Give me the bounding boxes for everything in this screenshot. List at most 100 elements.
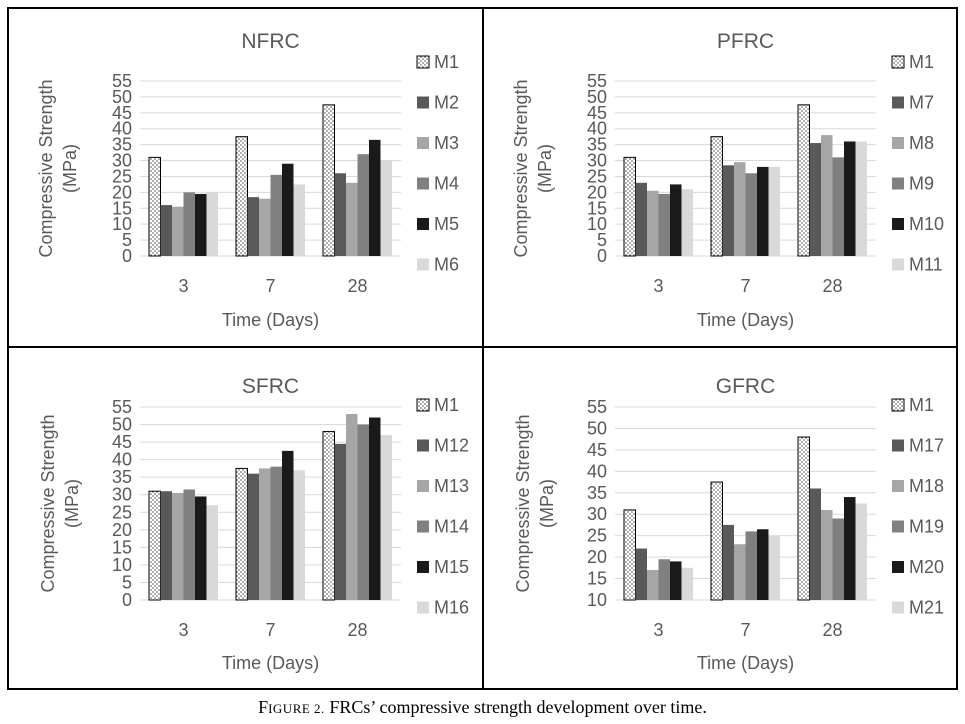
y-tick-label: 50 (587, 87, 607, 107)
y-tick-label: 0 (122, 246, 132, 266)
legend-label: M14 (434, 517, 469, 537)
legend-item-m16: M16 (417, 598, 469, 618)
bar-m5-day-3 (195, 193, 207, 256)
bar-m1-day-28 (322, 104, 335, 257)
bar-m1-day-3 (623, 156, 636, 257)
x-axis-label: Time (Days) (697, 653, 794, 673)
x-tick-label: 28 (822, 276, 842, 296)
x-tick-label: 7 (740, 276, 750, 296)
bar-m1-day-7 (235, 136, 248, 257)
y-tick-label: 30 (587, 504, 607, 524)
bar-m9-day-7 (745, 173, 757, 256)
bar-m12-day-28 (334, 443, 346, 600)
y-tick-label: 55 (112, 397, 132, 417)
legend-label: M13 (434, 476, 469, 496)
legend-label: M1 (434, 52, 459, 72)
y-tick-label: 0 (122, 590, 132, 610)
legend-label: M12 (434, 436, 469, 456)
y-tick-label: 25 (112, 502, 132, 522)
bar-m18-day-28 (821, 509, 833, 600)
bar-m1-day-3 (148, 490, 161, 601)
legend-label: M11 (909, 255, 943, 275)
legend-swatch (891, 398, 905, 412)
legend-label: M9 (909, 174, 934, 194)
y-tick-label: 10 (587, 214, 607, 234)
y-axis-label-line: (MPa) (62, 479, 82, 528)
legend-swatch (417, 480, 429, 492)
bar-m15-day-3 (195, 496, 207, 600)
y-tick-label: 40 (112, 119, 132, 139)
caption-label-rest: IGURE 2. (268, 701, 325, 716)
bar-m2-day-7 (247, 197, 259, 256)
bar-m1-day-28 (797, 104, 810, 257)
legend-label: M1 (909, 395, 934, 415)
y-tick-label: 25 (587, 526, 607, 546)
chart-title: NFRC (241, 30, 299, 53)
y-axis-label: Compressive Strength (MPa) (36, 79, 80, 257)
caption-text: FRCs’ compressive strength development o… (324, 697, 707, 717)
legend-swatch (417, 439, 429, 452)
y-tick-label: 15 (587, 569, 607, 589)
legend-item-m2: M2 (417, 93, 459, 113)
bar-m16-day-28 (380, 435, 392, 600)
legend-label: M7 (909, 93, 934, 113)
bar-m17-day-7 (722, 524, 734, 600)
legend-label: M5 (434, 214, 459, 234)
bar-m7-day-7 (722, 165, 734, 256)
bar-m16-day-7 (293, 470, 305, 600)
legend-swatch (416, 398, 430, 412)
y-tick-label: 10 (112, 214, 132, 234)
y-tick-label: 35 (112, 135, 132, 155)
bar-m12-day-3 (160, 491, 172, 600)
y-tick-label: 45 (587, 440, 607, 460)
y-axis-label-line: (MPa) (537, 479, 557, 528)
bar-m4-day-28 (357, 154, 369, 256)
legend-item-m19: M19 (892, 517, 944, 537)
x-axis-label: Time (Days) (222, 653, 319, 673)
y-tick-label: 55 (587, 397, 607, 417)
bar-m1-day-3 (148, 156, 161, 257)
chart-title: GFRC (716, 375, 776, 398)
legend-label: M20 (909, 557, 944, 577)
legend-swatch (417, 601, 429, 614)
y-tick-label: 40 (112, 450, 132, 470)
bar-m11-day-28 (855, 141, 867, 256)
caption-label: FIGURE 2. (258, 697, 325, 717)
bar-m2-day-28 (334, 173, 346, 256)
legend-swatch (417, 137, 429, 149)
bar-m8-day-3 (647, 190, 659, 256)
legend-item-m8: M8 (892, 133, 934, 153)
bar-m5-day-28 (369, 139, 381, 256)
bar-m2-day-3 (160, 205, 172, 256)
legend-item-m3: M3 (417, 133, 459, 153)
y-tick-label: 40 (587, 461, 607, 481)
y-tick-label: 30 (112, 485, 132, 505)
bar-m6-day-3 (206, 192, 218, 256)
bar-m14-day-3 (183, 489, 195, 600)
legend-swatch (417, 258, 429, 271)
y-tick-label: 0 (597, 246, 607, 266)
legend-item-m17: M17 (892, 436, 944, 456)
y-tick-label: 25 (587, 166, 607, 186)
legend-label: M3 (434, 133, 459, 153)
bar-m1-day-7 (235, 467, 248, 601)
caption-label-initial: F (258, 697, 269, 717)
legend-swatch (416, 55, 430, 69)
legend-item-m1: M1 (416, 395, 459, 415)
y-tick-label: 15 (587, 198, 607, 218)
legend-swatch (892, 439, 904, 452)
x-tick-label: 7 (740, 620, 750, 640)
legend-item-m1: M1 (891, 52, 934, 72)
legend-label: M4 (434, 174, 459, 194)
legend-item-m21: M21 (892, 598, 944, 618)
bar-m9-day-3 (658, 193, 670, 256)
y-tick-label: 5 (597, 230, 607, 250)
legend-label: M1 (434, 395, 459, 415)
legend-item-m1: M1 (891, 395, 934, 415)
bar-m1-day-3 (623, 509, 636, 601)
legend-item-m12: M12 (417, 436, 469, 456)
bar-m21-day-3 (681, 567, 693, 600)
y-axis-label-line: Compressive Strength (38, 414, 58, 592)
